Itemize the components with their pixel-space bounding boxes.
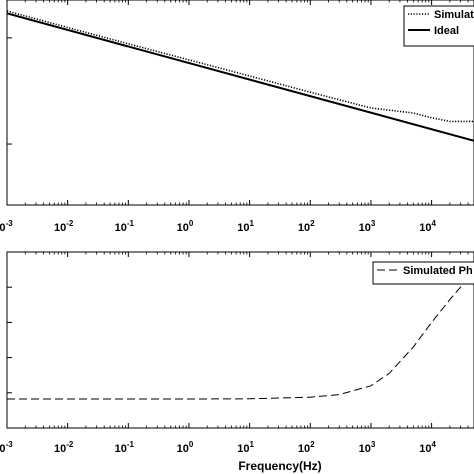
legend-label-ideal: Ideal: [434, 25, 459, 37]
x-tick-label: 102: [298, 219, 315, 234]
x-tick-label: 104: [419, 219, 436, 234]
x-tick-label: 10-3: [0, 440, 13, 455]
x-tick-label: 101: [237, 219, 254, 234]
x-axis-label: Frequency(Hz): [238, 459, 321, 473]
series-line-simulated: [7, 10, 474, 123]
magnitude-plot: 10-3 10-2 10-1 100 101 102 103 104 Simulated Id…: [0, 0, 474, 234]
legend-label-simulated: Simulated: [434, 9, 474, 21]
x-tick-label: 104: [419, 440, 436, 455]
phase-plot: 10-3 10-2 10-1 100 101 102 103 104 Simulated Ph…: [0, 251, 474, 473]
phase-legend: Simulated Ph: [372, 261, 474, 285]
x-tick-label: 101: [237, 440, 254, 455]
phase-legend-box: [372, 261, 474, 285]
series-line-simulated-ph: [7, 271, 474, 400]
x-tick-label: 10-1: [115, 440, 135, 455]
series-line-ideal: [7, 12, 474, 142]
legend-label-simulated-phase: Simulated Ph: [403, 265, 473, 277]
x-tick-label: 10-1: [115, 219, 135, 234]
x-tick-label: 103: [359, 440, 376, 455]
x-tick-label: 100: [177, 440, 194, 455]
magnitude-legend: Simulated Ideal: [403, 5, 474, 47]
magnitude-x-ticks: 10-3 10-2 10-1 100 101 102 103 104: [0, 0, 474, 234]
phase-series: [7, 271, 474, 400]
x-tick-label: 10-3: [0, 219, 13, 234]
x-tick-label: 103: [359, 219, 376, 234]
x-tick-label: 10-2: [54, 440, 74, 455]
x-tick-label: 100: [177, 219, 194, 234]
x-tick-label: 10-2: [54, 219, 74, 234]
magnitude-series: [7, 10, 474, 142]
x-tick-label: 102: [298, 440, 315, 455]
phase-x-ticks: 10-3 10-2 10-1 100 101 102 103 104: [0, 251, 474, 455]
magnitude-legend-box: [403, 5, 474, 47]
